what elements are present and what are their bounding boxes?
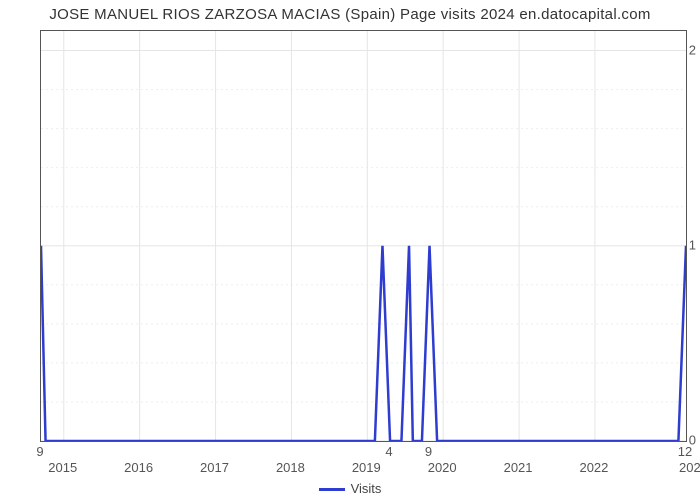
chart-title: JOSE MANUEL RIOS ZARZOSA MACIAS (Spain) … xyxy=(0,6,700,23)
x-tick-label: 2019 xyxy=(352,460,381,475)
x-tick-label: 2015 xyxy=(48,460,77,475)
x-tick-label: 2021 xyxy=(504,460,533,475)
value-label: 9 xyxy=(425,444,432,459)
x-tick-label: 2016 xyxy=(124,460,153,475)
value-label: 9 xyxy=(36,444,43,459)
x-tick-label: 2020 xyxy=(428,460,457,475)
x-tick-label: 2017 xyxy=(200,460,229,475)
y-tick-label: 1 xyxy=(662,237,696,252)
x-axis-ticks: 20152016201720182019202020212022202 xyxy=(40,458,685,478)
value-labels-row: 94912 xyxy=(40,442,685,458)
value-label: 4 xyxy=(385,444,392,459)
plot-svg xyxy=(41,31,686,441)
x-tick-label: 2022 xyxy=(579,460,608,475)
value-label: 12 xyxy=(678,444,692,459)
legend-swatch xyxy=(319,488,345,491)
y-tick-label: 2 xyxy=(662,42,696,57)
x-tick-label: 2018 xyxy=(276,460,305,475)
plot-area xyxy=(40,30,687,442)
chart-container: JOSE MANUEL RIOS ZARZOSA MACIAS (Spain) … xyxy=(0,0,700,500)
legend-label: Visits xyxy=(351,481,382,496)
x-tick-label-overflow: 202 xyxy=(679,460,700,475)
legend: Visits xyxy=(0,481,700,496)
